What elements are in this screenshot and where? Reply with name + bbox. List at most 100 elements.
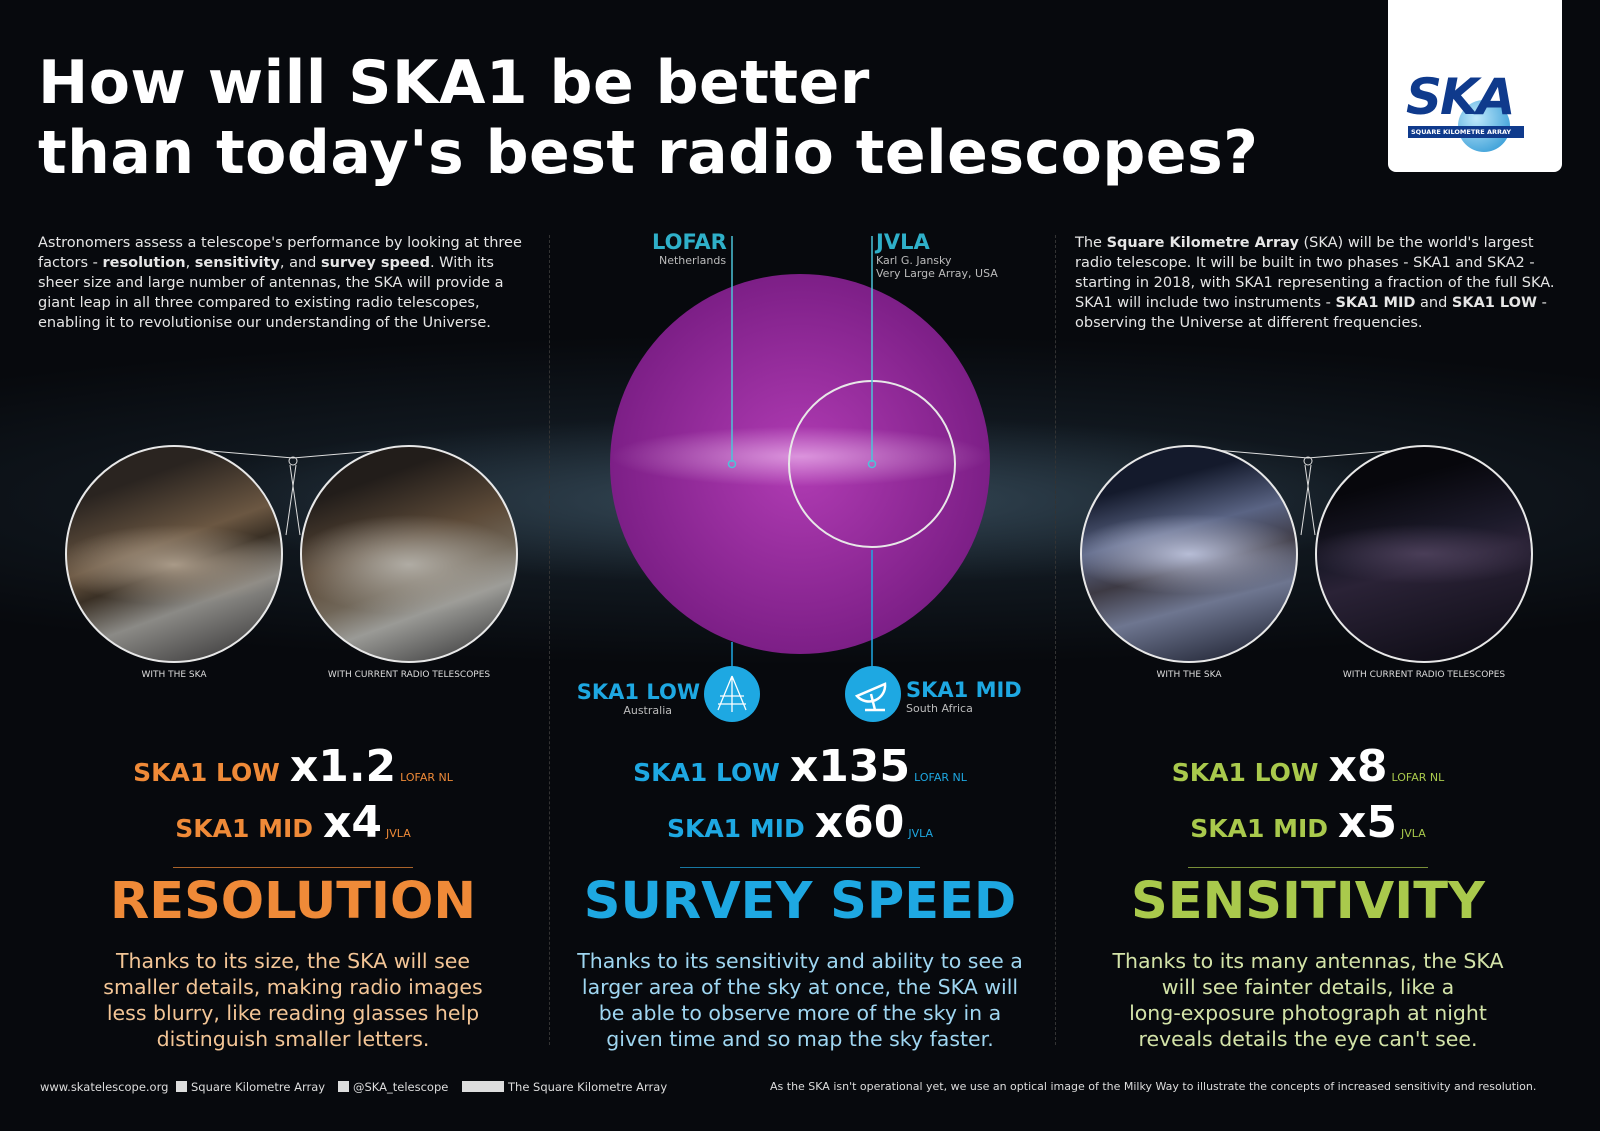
title: How will SKA1 be better than today's bes… xyxy=(38,48,1259,188)
bold-text: survey speed xyxy=(321,255,430,271)
stat-row: SKA1 MID x60 JVLA xyxy=(667,797,933,848)
facebook-text: Square Kilometre Array xyxy=(191,1080,326,1094)
telescope-location: Very Large Array, USA xyxy=(876,267,998,280)
logo: SKA SQUARE KILOMETRE ARRAY xyxy=(1388,0,1562,172)
sky-image xyxy=(300,445,518,663)
section-divider xyxy=(173,867,413,868)
text-run: and xyxy=(1415,295,1452,311)
footer-facebook: Square Kilometre Array xyxy=(176,1080,325,1094)
section-heading: SENSITIVITY xyxy=(1131,872,1485,931)
section-text: Thanks to its size, the SKA will see xyxy=(115,949,471,973)
twitter-text: @SKA_telescope xyxy=(353,1080,449,1094)
stat-factor: x135 xyxy=(789,741,911,792)
sky-image xyxy=(65,445,283,663)
title-line: than today's best radio telescopes? xyxy=(38,118,1259,188)
telescope-name: JVLA xyxy=(876,230,930,254)
telescope-name: LOFAR xyxy=(652,230,727,254)
footer-note: As the SKA isn't operational yet, we use… xyxy=(770,1080,1537,1093)
telescope-name: SKA1 MID xyxy=(906,678,1022,702)
ska1-mid-label: SKA1 MID South Africa xyxy=(906,678,1022,715)
stat-reference: LOFAR NL xyxy=(1391,771,1445,784)
footer-twitter: @SKA_telescope xyxy=(338,1080,448,1094)
text-run: - observing the Universe at different fr… xyxy=(1075,295,1547,331)
footer-website: www.skatelescope.org xyxy=(40,1080,169,1094)
stat-row: SKA1 LOW x8 LOFAR NL xyxy=(1172,741,1444,792)
section-text: reveals details the eye can't see. xyxy=(1138,1027,1478,1051)
section-divider xyxy=(1188,867,1428,868)
text-run: , and xyxy=(279,255,321,271)
stat-label: SKA1 LOW xyxy=(133,758,280,787)
section-text: distinguish smaller letters. xyxy=(156,1027,430,1051)
sky-image xyxy=(1315,445,1533,663)
stat-label: SKA1 MID xyxy=(175,814,314,843)
stat-factor: x1.2 xyxy=(289,741,397,792)
section-text: be able to observe more of the sky in a xyxy=(598,1001,1002,1025)
youtube-text: The Square Kilometre Array xyxy=(508,1080,668,1094)
text-run: (SKA) will be the world's largest radio … xyxy=(1075,235,1555,311)
about-text: The Square Kilometre Array (SKA) will be… xyxy=(1075,233,1570,333)
stat-reference: JVLA xyxy=(1401,827,1426,840)
divider xyxy=(1055,235,1056,1045)
logo-name: SKA xyxy=(1406,68,1515,126)
telescope-location: Australia xyxy=(623,704,672,717)
stat-label: SKA1 LOW xyxy=(633,758,780,787)
facebook-icon xyxy=(176,1081,187,1092)
title-line: How will SKA1 be better xyxy=(38,48,870,118)
stat-row: SKA1 MID x4 JVLA xyxy=(175,797,410,848)
section-text: less blurry, like reading glasses help xyxy=(106,1001,480,1025)
stat-factor: x60 xyxy=(814,797,905,848)
stat-reference: JVLA xyxy=(386,827,411,840)
telescope-location: Netherlands xyxy=(659,254,727,267)
stat-label: SKA1 LOW xyxy=(1171,758,1319,787)
intro-text: Astronomers assess a telescope's perform… xyxy=(38,233,528,333)
stat-reference: LOFAR NL xyxy=(914,771,967,784)
text-run: Astronomers assess a telescope's perform… xyxy=(38,235,522,271)
section-text: long-exposure photograph at night xyxy=(1129,1001,1487,1025)
telescope-location: South Africa xyxy=(906,702,973,715)
section-text: will see fainter details, like a xyxy=(1161,975,1455,999)
image-caption: WITH CURRENT RADIO TELESCOPES xyxy=(327,670,491,680)
twitter-icon xyxy=(338,1081,349,1092)
section-text: larger area of the sky at once, the SKA … xyxy=(581,975,1019,999)
image-caption: WITH THE SKA xyxy=(1156,670,1222,680)
ska1-low-label: SKA1 LOW Australia xyxy=(572,680,700,717)
text-run: . With its sheer size and large number o… xyxy=(38,255,504,331)
bold-text: sensitivity xyxy=(194,255,280,271)
text-run: The xyxy=(1075,235,1107,251)
section-divider xyxy=(680,867,920,868)
dish-icon xyxy=(854,682,887,712)
stat-row: SKA1 LOW x1.2 LOFAR NL xyxy=(133,741,453,792)
stat-reference: JVLA xyxy=(908,827,934,840)
text-run: , xyxy=(185,255,195,271)
sky-image xyxy=(1080,445,1298,663)
logo-subtitle: SQUARE KILOMETRE ARRAY xyxy=(1408,126,1524,138)
stat-label: SKA1 MID xyxy=(666,814,805,843)
section-heading: SURVEY SPEED xyxy=(583,872,1017,931)
telescope-location: Karl G. Jansky xyxy=(876,254,952,267)
stat-factor: x5 xyxy=(1338,797,1398,848)
section-heading: RESOLUTION xyxy=(109,872,477,931)
image-caption: WITH CURRENT RADIO TELESCOPES xyxy=(1342,670,1506,680)
bold-text: SKA1 LOW xyxy=(1451,295,1537,311)
section-text: Thanks to its many antennas, the SKA xyxy=(1112,949,1504,973)
footer-youtube: The Square Kilometre Array xyxy=(462,1080,667,1094)
antenna-icon xyxy=(717,675,747,712)
stat-factor: x4 xyxy=(323,797,383,848)
stat-label: SKA1 MID xyxy=(1190,814,1329,843)
youtube-icon xyxy=(462,1081,504,1092)
section-text: Thanks to its sensitivity and ability to… xyxy=(577,949,1023,973)
ska1-low-icon xyxy=(704,666,760,722)
stat-factor: x8 xyxy=(1328,741,1388,792)
jvla-label: JVLA Karl G. Jansky Very Large Array, US… xyxy=(876,230,998,280)
telescope-name: SKA1 LOW xyxy=(576,680,700,704)
stat-row: SKA1 MID x5 JVLA xyxy=(1190,797,1425,848)
bold-text: Square Kilometre Array xyxy=(1106,235,1299,251)
image-caption: WITH THE SKA xyxy=(141,670,207,680)
section-text: smaller details, making radio images xyxy=(103,975,483,999)
ska1-mid-icon xyxy=(845,666,901,722)
bold-text: SKA1 MID xyxy=(1335,295,1416,311)
divider xyxy=(549,235,550,1045)
stat-reference: LOFAR NL xyxy=(400,771,453,784)
stat-row: SKA1 LOW x135 LOFAR NL xyxy=(633,741,967,792)
